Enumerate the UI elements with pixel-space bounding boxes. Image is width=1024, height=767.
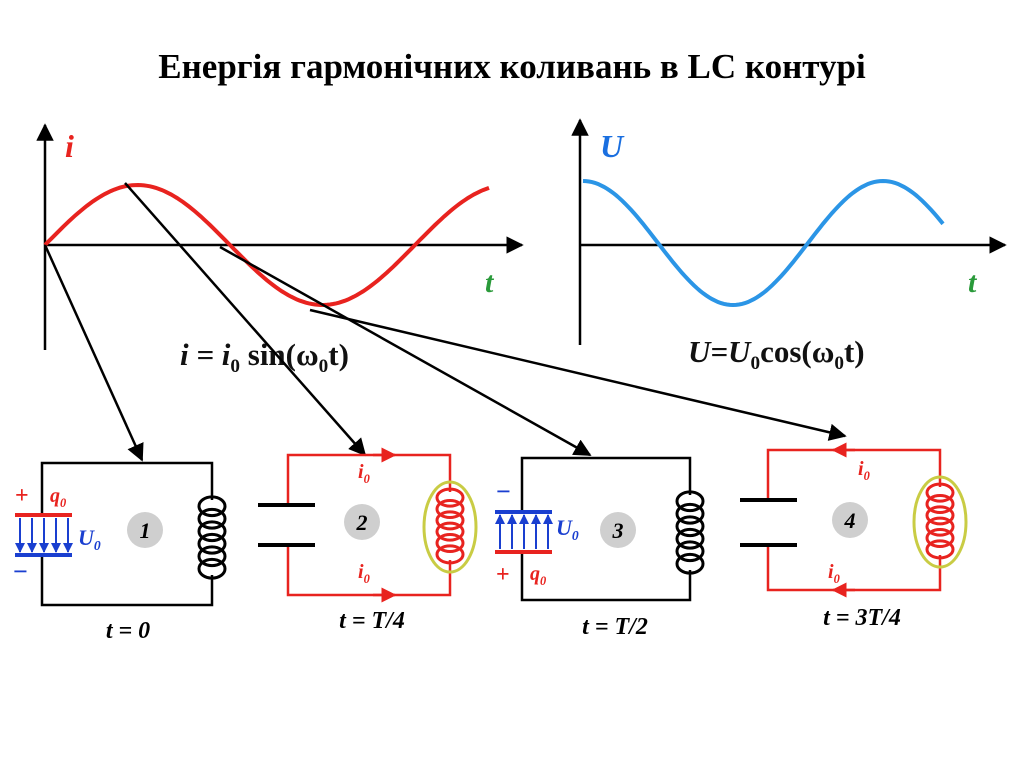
coil-loop xyxy=(435,510,465,531)
minus-sign: − xyxy=(13,557,28,586)
current-graph xyxy=(36,123,524,350)
circuit-3 xyxy=(495,456,692,602)
inductor xyxy=(197,495,227,580)
x-label: t xyxy=(485,266,495,299)
formula: i = i0 sin(ω0t) xyxy=(180,337,349,377)
coil-loop xyxy=(925,539,955,560)
coil-loop xyxy=(197,507,227,530)
coil-loop xyxy=(435,521,465,542)
time-label: t = 0 xyxy=(106,618,150,644)
voltage-label: U0 xyxy=(556,515,579,543)
voltage-graph xyxy=(571,118,1007,345)
coil-loop xyxy=(197,495,227,518)
connector-arrows xyxy=(43,182,847,462)
coil-loop xyxy=(435,499,465,519)
y-label: U xyxy=(600,128,625,164)
plus-sign: + xyxy=(15,483,29,509)
step-number: 4 xyxy=(844,508,856,533)
inductor xyxy=(925,482,955,560)
time-label: t = T/4 xyxy=(339,608,405,634)
circuit-2 xyxy=(258,447,478,603)
step-badge xyxy=(832,502,868,538)
step-number: 3 xyxy=(612,518,624,543)
coil-loop xyxy=(925,494,955,514)
current-label: i0 xyxy=(358,561,370,586)
y-label: i xyxy=(65,128,74,164)
plus-sign: + xyxy=(496,562,510,588)
current-label: i0 xyxy=(858,458,870,483)
step-badge xyxy=(600,512,636,548)
step-number: 1 xyxy=(140,518,151,543)
coil-loop xyxy=(435,533,465,553)
coil-loop xyxy=(925,505,955,526)
coil-loop xyxy=(675,502,705,525)
minus-sign: − xyxy=(496,477,511,506)
coil-loop xyxy=(197,557,227,580)
coil-loop xyxy=(925,516,955,537)
step-badge xyxy=(127,512,163,548)
circuit-4 xyxy=(740,442,968,598)
time-label: t = 3T/4 xyxy=(823,605,901,631)
time-label: t = T/2 xyxy=(582,614,648,640)
coil-loop xyxy=(197,532,227,555)
coil-loop xyxy=(675,527,705,550)
title: Енергія гармонічних коливань в LC контур… xyxy=(158,47,866,86)
coil-loop xyxy=(675,490,705,513)
coil-loop xyxy=(925,482,955,503)
coil-loop xyxy=(925,528,955,548)
coil-loop xyxy=(675,540,705,563)
voltage-curve xyxy=(582,178,945,308)
charge-label: q0 xyxy=(530,563,546,588)
voltage-label: U0 xyxy=(78,525,101,553)
step-badge xyxy=(344,504,380,540)
coil-loop xyxy=(435,544,465,565)
current-label: i0 xyxy=(828,561,840,586)
coil-loop xyxy=(675,515,705,538)
step-number: 2 xyxy=(356,510,368,535)
inductor xyxy=(675,490,705,575)
coil-loop xyxy=(675,552,705,575)
coil-loop xyxy=(197,545,227,568)
current-label: i0 xyxy=(358,461,370,486)
circuit-1 xyxy=(15,461,214,607)
coil-loop xyxy=(435,487,465,508)
x-label: t xyxy=(968,266,978,299)
inductor xyxy=(435,487,465,565)
charge-label: q0 xyxy=(50,485,66,510)
formula: U=U0cos(ω0t) xyxy=(688,334,865,374)
coil-loop xyxy=(197,520,227,543)
current-curve xyxy=(43,182,490,307)
